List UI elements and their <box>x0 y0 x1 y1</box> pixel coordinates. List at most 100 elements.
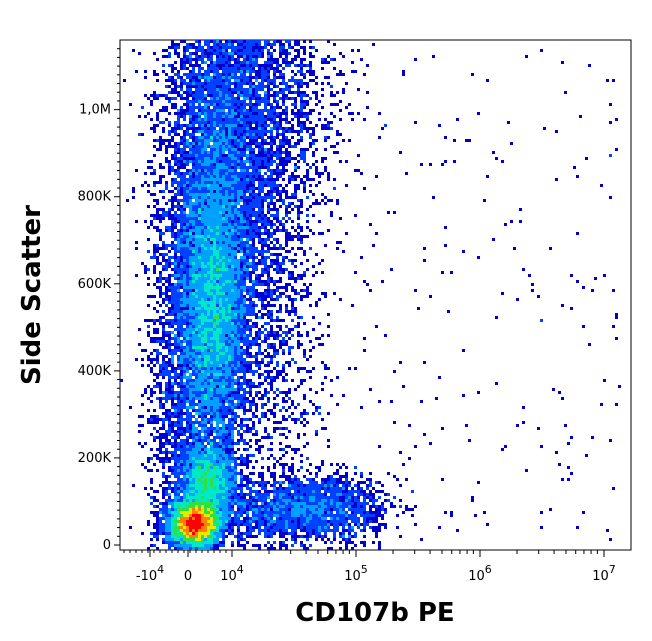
density-cell <box>171 382 174 385</box>
density-cell <box>285 268 288 271</box>
density-cell <box>303 355 306 358</box>
density-cell <box>192 223 195 226</box>
density-cell <box>264 229 267 232</box>
density-cell <box>186 85 189 88</box>
density-cell <box>222 292 225 295</box>
density-cell <box>231 124 234 127</box>
density-cell <box>204 118 207 121</box>
density-cell <box>198 157 201 160</box>
density-cell <box>333 43 336 46</box>
density-cell <box>231 169 234 172</box>
density-cell <box>171 154 174 157</box>
density-cell <box>189 310 192 313</box>
density-cell <box>258 169 261 172</box>
density-cell <box>195 307 198 310</box>
density-cell <box>282 82 285 85</box>
density-cell <box>240 169 243 172</box>
density-cell <box>249 85 252 88</box>
density-cell <box>261 178 264 181</box>
density-cell <box>300 274 303 277</box>
density-cell <box>267 322 270 325</box>
density-cell <box>282 136 285 139</box>
density-cell <box>282 43 285 46</box>
density-cell <box>243 235 246 238</box>
density-cell <box>231 106 234 109</box>
density-cell <box>183 313 186 316</box>
density-cell <box>192 274 195 277</box>
density-cell <box>324 61 327 64</box>
density-cell <box>225 85 228 88</box>
density-cell <box>276 319 279 322</box>
density-cell <box>228 361 231 364</box>
density-cell <box>219 250 222 253</box>
density-cell <box>294 73 297 76</box>
density-cell <box>144 172 147 175</box>
density-cell <box>174 232 177 235</box>
density-cell <box>177 127 180 130</box>
density-cell <box>225 292 228 295</box>
density-cell <box>258 205 261 208</box>
density-cell <box>282 163 285 166</box>
density-cell <box>201 187 204 190</box>
density-cell <box>375 175 378 178</box>
density-cell <box>207 292 210 295</box>
density-cell <box>168 370 171 373</box>
density-cell <box>336 130 339 133</box>
density-cell <box>234 130 237 133</box>
density-cell <box>207 91 210 94</box>
density-cell <box>324 244 327 247</box>
density-cell <box>273 253 276 256</box>
density-cell <box>186 163 189 166</box>
density-cell <box>204 283 207 286</box>
density-cell <box>198 148 201 151</box>
density-cell <box>303 127 306 130</box>
density-cell <box>258 145 261 148</box>
density-cell <box>195 358 198 361</box>
density-cell <box>183 61 186 64</box>
density-cell <box>279 220 282 223</box>
density-cell <box>168 190 171 193</box>
density-cell <box>357 112 360 115</box>
density-cell <box>201 151 204 154</box>
density-cell <box>210 184 213 187</box>
density-cell <box>219 121 222 124</box>
density-cell <box>201 130 204 133</box>
density-cell <box>219 109 222 112</box>
density-cell <box>258 364 261 367</box>
density-cell <box>240 88 243 91</box>
density-cell <box>228 64 231 67</box>
density-cell <box>234 337 237 340</box>
density-cell <box>309 292 312 295</box>
density-cell <box>228 157 231 160</box>
density-cell <box>315 160 318 163</box>
density-cell <box>180 82 183 85</box>
density-cell <box>255 214 258 217</box>
density-cell <box>318 232 321 235</box>
density-cell <box>315 271 318 274</box>
density-cell <box>219 49 222 52</box>
density-cell <box>228 208 231 211</box>
density-cell <box>162 367 165 370</box>
density-cell <box>213 331 216 334</box>
density-cell <box>183 103 186 106</box>
density-cell <box>189 358 192 361</box>
density-cell <box>222 127 225 130</box>
density-cell <box>303 271 306 274</box>
density-cell <box>258 334 261 337</box>
density-cell <box>306 94 309 97</box>
density-cell <box>237 109 240 112</box>
density-cell <box>351 118 354 121</box>
density-cell <box>324 367 327 370</box>
density-cell <box>174 298 177 301</box>
density-cell <box>444 226 447 229</box>
density-cell <box>303 274 306 277</box>
density-cell <box>216 157 219 160</box>
density-cell <box>270 133 273 136</box>
density-cell <box>261 49 264 52</box>
density-cell <box>243 193 246 196</box>
density-cell <box>168 142 171 145</box>
density-cell <box>264 67 267 70</box>
density-cell <box>306 85 309 88</box>
density-cell <box>231 67 234 70</box>
density-cell <box>234 346 237 349</box>
